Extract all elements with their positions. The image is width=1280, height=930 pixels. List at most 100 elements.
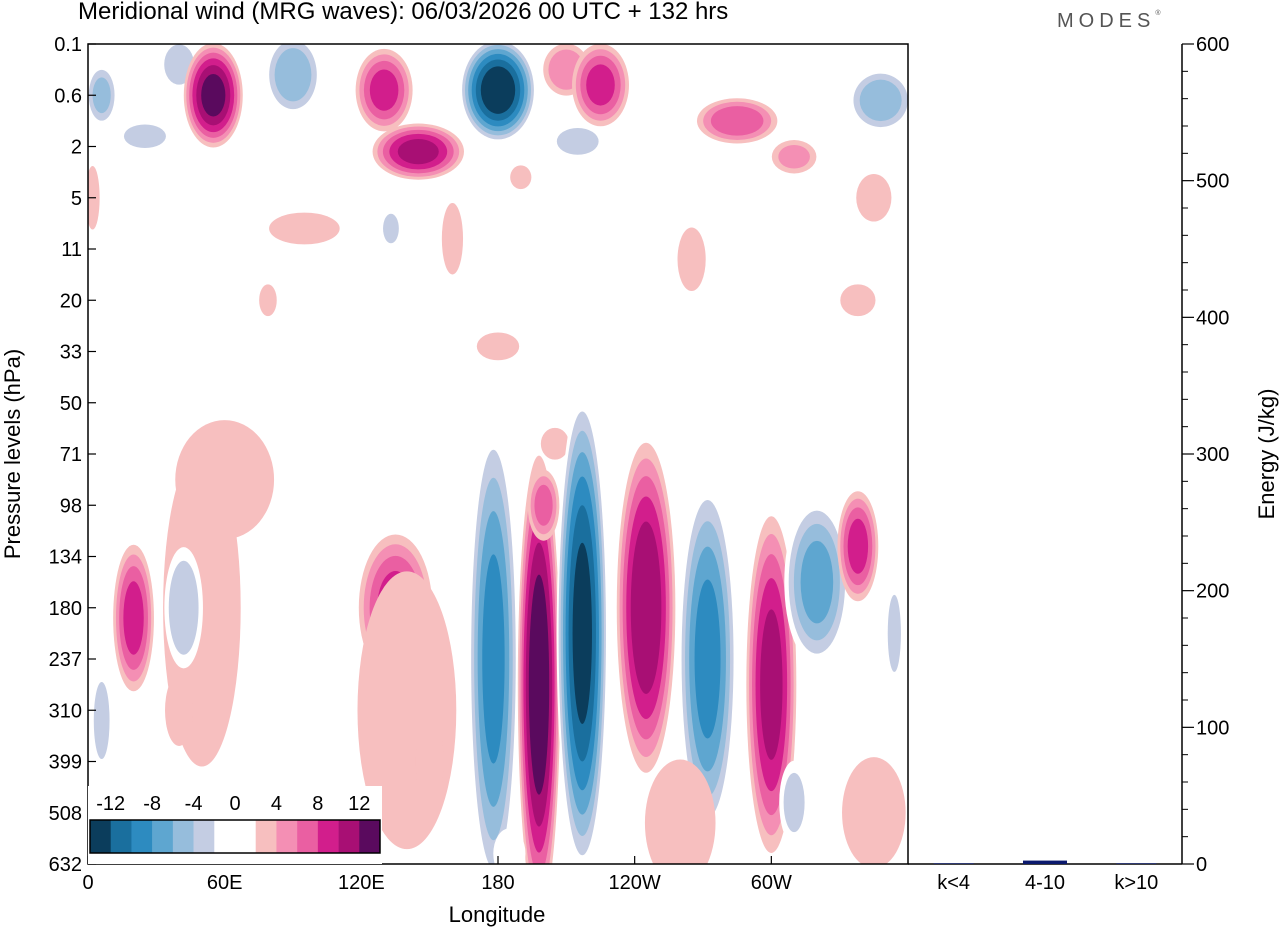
colorbar-cell [276, 820, 298, 853]
energy-tick-label: 100 [1196, 717, 1229, 739]
colorbar-cell [359, 820, 381, 853]
southward-wind-cell [678, 481, 737, 837]
colorbar-labels: -12 -8 -4 0 4 8 12 [96, 793, 370, 815]
contour-band [383, 213, 399, 244]
contour-band [534, 484, 553, 526]
longitude-tick-label: 120W [609, 872, 661, 894]
contour-band [778, 144, 810, 169]
pressure-tick-label: 2 [71, 137, 82, 159]
colorbar-cell [317, 820, 339, 853]
southward-wind-cell [264, 44, 322, 116]
colorbar-label: -12 [96, 793, 125, 815]
contour-band [206, 275, 220, 305]
energy-tick-label: 200 [1196, 581, 1229, 603]
energy-tick-label: 300 [1196, 444, 1229, 466]
northward-wind-cell [696, 98, 778, 144]
pressure-tick-label: 50 [60, 393, 82, 415]
northward-wind-cell [355, 48, 413, 132]
pressure-tick-label: 20 [60, 290, 82, 312]
contour-band [123, 124, 166, 149]
contour-band [556, 127, 599, 155]
energy-tick-label: 0 [1196, 854, 1207, 876]
pressure-tick-label: 237 [49, 649, 82, 671]
contour-band [123, 581, 144, 655]
colorbar-cell [297, 820, 319, 853]
contour-band [842, 757, 906, 864]
colorbar-cell [338, 820, 360, 853]
southward-wind-cell [115, 119, 175, 153]
contour-band [760, 609, 783, 760]
northward-wind-cell [183, 44, 243, 148]
contour-band [694, 579, 721, 739]
contour-band [847, 518, 869, 574]
contour-band [93, 682, 110, 759]
northward-wind-cell [113, 544, 154, 692]
colorbar-cell [193, 820, 215, 853]
contour-band [480, 66, 516, 114]
colorbar-label: -4 [185, 793, 203, 815]
northward-wind-cell [746, 516, 797, 854]
contour-band [510, 165, 532, 190]
colorbar-label: 4 [271, 793, 282, 815]
contour-band [441, 203, 464, 275]
pressure-tick-label: 11 [61, 239, 82, 261]
pressure-tick-label: 33 [60, 342, 82, 364]
southward-wind-cell [468, 425, 519, 864]
contour-band [800, 540, 834, 624]
contour-band [630, 521, 662, 694]
modes-logo: MODES® [1057, 10, 1161, 33]
colorbar-cell [110, 820, 132, 853]
energy-bar [1116, 863, 1157, 864]
southward-wind-cell [379, 207, 403, 250]
colorbar-cell [235, 820, 257, 853]
longitude-tick-label: 0 [82, 872, 93, 894]
southward-wind-cell [885, 578, 904, 688]
southward-wind-cell [587, 315, 637, 347]
contour-band [540, 427, 570, 460]
energy-tick-label: 600 [1196, 34, 1229, 56]
northward-wind-cell [415, 713, 444, 810]
energy-axis-title: Energy (J/kg) [1254, 389, 1279, 520]
contour-band [840, 284, 876, 317]
contour-band [168, 560, 199, 655]
southward-wind-cell [784, 499, 850, 665]
colorbar-label: 8 [312, 793, 323, 815]
southward-wind-cell [779, 760, 810, 845]
northward-wind-cell [165, 674, 194, 746]
colorbar-cell [255, 820, 277, 853]
longitude-tick-label: 60E [207, 872, 243, 894]
pressure-tick-label: 98 [60, 495, 82, 517]
colorbar-cells [90, 820, 381, 853]
contour-band [274, 48, 312, 102]
contour-band [165, 674, 194, 746]
contour-band [587, 315, 637, 347]
contour-band [482, 554, 505, 764]
northward-wind-cell [840, 284, 876, 317]
southward-wind-cell [556, 393, 608, 864]
pressure-tick-label: 508 [49, 803, 82, 825]
wavenumber-label: k>10 [1114, 872, 1158, 894]
northward-wind-cell [856, 173, 892, 222]
colorbar-cell [131, 820, 153, 853]
southward-wind-cell [493, 828, 526, 864]
northward-wind-cell [837, 491, 879, 602]
northward-wind-cell [259, 284, 277, 317]
contour-band [259, 284, 277, 317]
contour-band [887, 594, 901, 672]
northward-wind-cell [771, 140, 817, 174]
contour-band [677, 227, 706, 292]
northward-wind-cell [540, 427, 570, 460]
contour-band [572, 542, 592, 724]
energy-tick-label: 500 [1196, 171, 1229, 193]
energy-bar [933, 863, 974, 864]
chart-title: Meridional wind (MRG waves): 06/03/2026 … [78, 0, 729, 25]
longitude-tick-label: 60W [751, 872, 792, 894]
southward-wind-cell [712, 359, 854, 416]
pressure-tick-label: 310 [49, 700, 82, 722]
northward-wind-cell [441, 203, 464, 275]
pressure-tick-label: 0.6 [54, 85, 82, 107]
contour-band [586, 64, 615, 106]
southward-wind-cell [90, 666, 113, 775]
northward-wind-cell [842, 757, 906, 864]
northward-wind-cell [572, 44, 629, 127]
